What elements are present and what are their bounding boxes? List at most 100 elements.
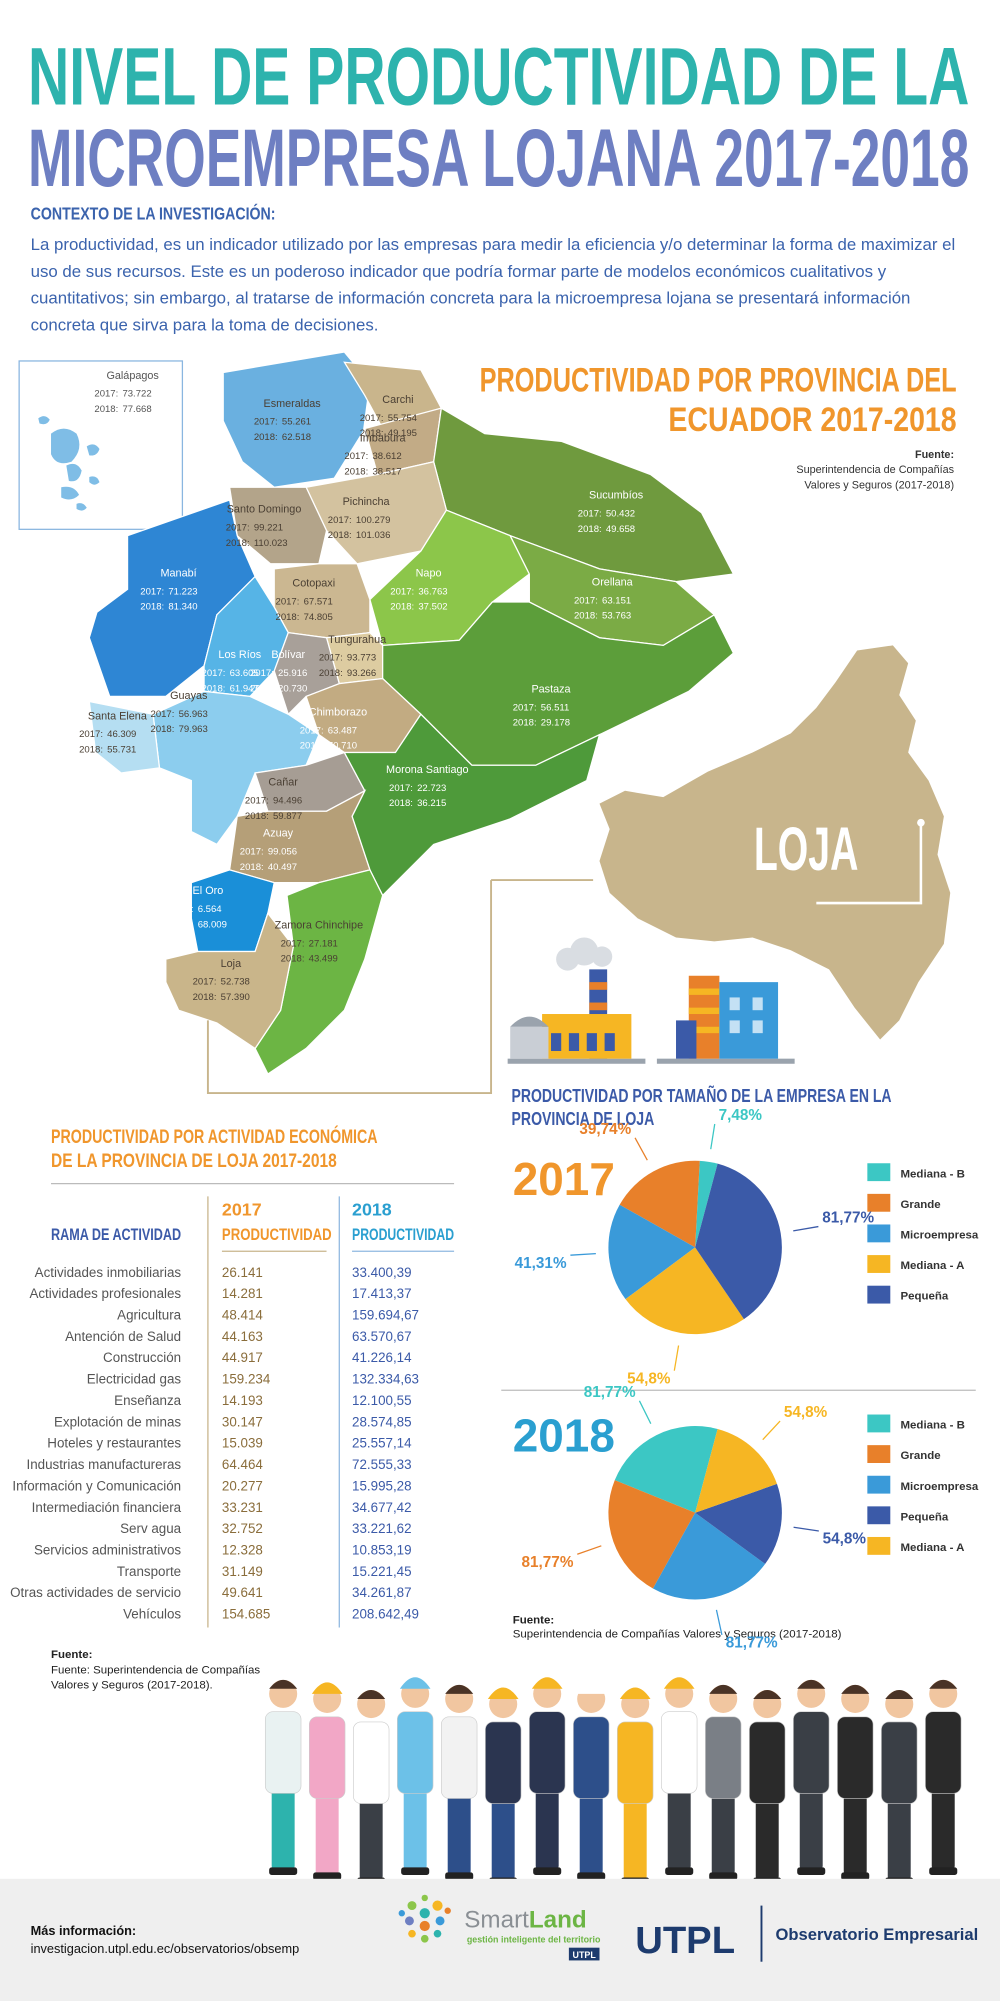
person-legs <box>799 1785 823 1870</box>
legend-swatch <box>867 1193 891 1212</box>
observatorio-logo: Observatorio Empresarial <box>776 1925 979 1944</box>
year-label: 2017: <box>513 702 537 713</box>
person-hair <box>269 1679 298 1689</box>
people-illustration <box>264 1677 962 1886</box>
year-label: 2018: <box>193 992 217 1003</box>
activity-name: Otras actividades de servicio <box>10 1585 181 1600</box>
activity-name: Antención de Salud <box>65 1329 181 1344</box>
pies-title-line: PROVINCIA DE LOJA <box>511 1108 654 1129</box>
province-value: 59.877 <box>273 811 302 822</box>
loja-label: LOJA <box>754 815 859 883</box>
logo-badge-box <box>568 1947 600 1961</box>
logo-smart: SmartLand <box>464 1906 586 1933</box>
province-name: Manabí <box>161 568 197 580</box>
year-label: 2017: <box>94 389 118 400</box>
province-value: 74.805 <box>304 612 333 623</box>
loja-decoration-dot <box>917 818 925 827</box>
province-value: 29.178 <box>541 718 570 729</box>
person-legs <box>711 1790 735 1875</box>
person-hair <box>753 1690 782 1699</box>
table-source-line: Valores y Seguros (2017-2018). <box>51 1680 213 1692</box>
pie-value-label: 54,8% <box>627 1370 671 1387</box>
year-label: 2017: <box>319 653 343 664</box>
person-shoes <box>269 1867 298 1875</box>
more-info-url: investigacion.utpl.edu.ec/observatorios/… <box>31 1941 300 1956</box>
pie-value-label: 54,8% <box>823 1531 867 1548</box>
province-value: 43.499 <box>309 954 338 965</box>
label-leader <box>577 1545 602 1555</box>
value-2018: 28.574,85 <box>352 1414 412 1429</box>
person-body <box>881 1721 918 1804</box>
value-2017: 30.147 <box>222 1414 263 1429</box>
province-value: 27.181 <box>309 938 338 949</box>
context-heading: CONTEXTO DE LA INVESTIGACIÓN: <box>31 202 276 223</box>
person-hair <box>929 1679 958 1689</box>
year-label: 2018: <box>513 718 537 729</box>
province-value: 49.658 <box>606 524 635 535</box>
province-name: Napo <box>416 568 442 580</box>
value-2017: 32.752 <box>222 1521 263 1536</box>
pie-value-label: 81,77% <box>522 1554 574 1571</box>
person-body <box>837 1716 874 1799</box>
year-label: 2018: <box>360 428 384 439</box>
province-name: Sucumbíos <box>589 490 644 502</box>
activity-name: Industrias manufactureras <box>26 1457 181 1472</box>
legend-swatch <box>867 1475 891 1494</box>
logo-tagline: gestión inteligente del territorio <box>467 1935 601 1945</box>
context-text: La productividad, es un indicador utiliz… <box>30 234 956 335</box>
pie-value-label: 81,77% <box>822 1210 874 1227</box>
province-value: 70.710 <box>328 741 357 752</box>
pie-slice <box>652 1512 766 1600</box>
year-label: 2017: <box>79 729 103 740</box>
person-body <box>793 1711 830 1794</box>
person-body <box>441 1716 478 1799</box>
year-label: 2018: <box>276 612 300 623</box>
year-label: 2018: <box>245 811 269 822</box>
year-label: 2018: <box>94 404 118 415</box>
value-2017: 44.917 <box>222 1350 263 1365</box>
year-label: 2018: <box>254 432 278 443</box>
legend-label: Grande <box>901 1450 941 1462</box>
year-label: 2017: <box>250 668 274 679</box>
legend-label: Mediana - A <box>901 1260 965 1272</box>
person-body <box>749 1721 786 1804</box>
province-value: 38.612 <box>372 451 401 462</box>
year-label: 2017: <box>245 796 269 807</box>
source-label: Fuente: <box>915 449 954 461</box>
year-label: 2018: <box>170 919 194 930</box>
value-2017: 33.231 <box>222 1500 263 1515</box>
label-leader <box>715 1609 723 1635</box>
year-label: 2018: <box>151 724 175 735</box>
province-shape <box>88 700 161 774</box>
value-2018: 17.413,37 <box>352 1286 412 1301</box>
label-leader <box>793 1225 819 1232</box>
year-label: 2018: <box>319 668 343 679</box>
province-name: Carchi <box>382 394 413 406</box>
pie-year: 2017 <box>513 1153 615 1205</box>
province-value: 46.309 <box>107 729 136 740</box>
year-label: 2017: <box>240 847 264 858</box>
year-label: 2017: <box>578 509 602 520</box>
galapagos-box <box>18 360 184 530</box>
logo-land-part: Land <box>529 1906 587 1933</box>
person-hat <box>487 1687 519 1699</box>
person-hat <box>531 1677 563 1689</box>
year-label: 2018: <box>578 524 602 535</box>
province-name: Imbabura <box>360 432 407 444</box>
value-2018: 25.557,14 <box>352 1436 412 1451</box>
legend-label: Mediana - B <box>901 1168 965 1180</box>
person-hair <box>885 1690 914 1699</box>
province-value: 100.279 <box>356 515 391 526</box>
person-legs <box>931 1785 955 1870</box>
source-line: Superintendencia de Compañías <box>796 464 954 476</box>
table-title-line: PRODUCTIVIDAD POR ACTIVIDAD ECONÓMICA <box>51 1126 378 1148</box>
legend-label: Microempresa <box>901 1230 979 1242</box>
galapagos-islands <box>38 416 100 511</box>
connector-line <box>206 879 594 1095</box>
value-2018: 159.694,67 <box>352 1308 419 1323</box>
pies-source-text: Superintendencia de Compañías Valores y … <box>513 1629 842 1641</box>
province-value: 25.916 <box>278 668 307 679</box>
province-value: 55.754 <box>388 413 418 424</box>
person-body <box>308 1716 346 1799</box>
